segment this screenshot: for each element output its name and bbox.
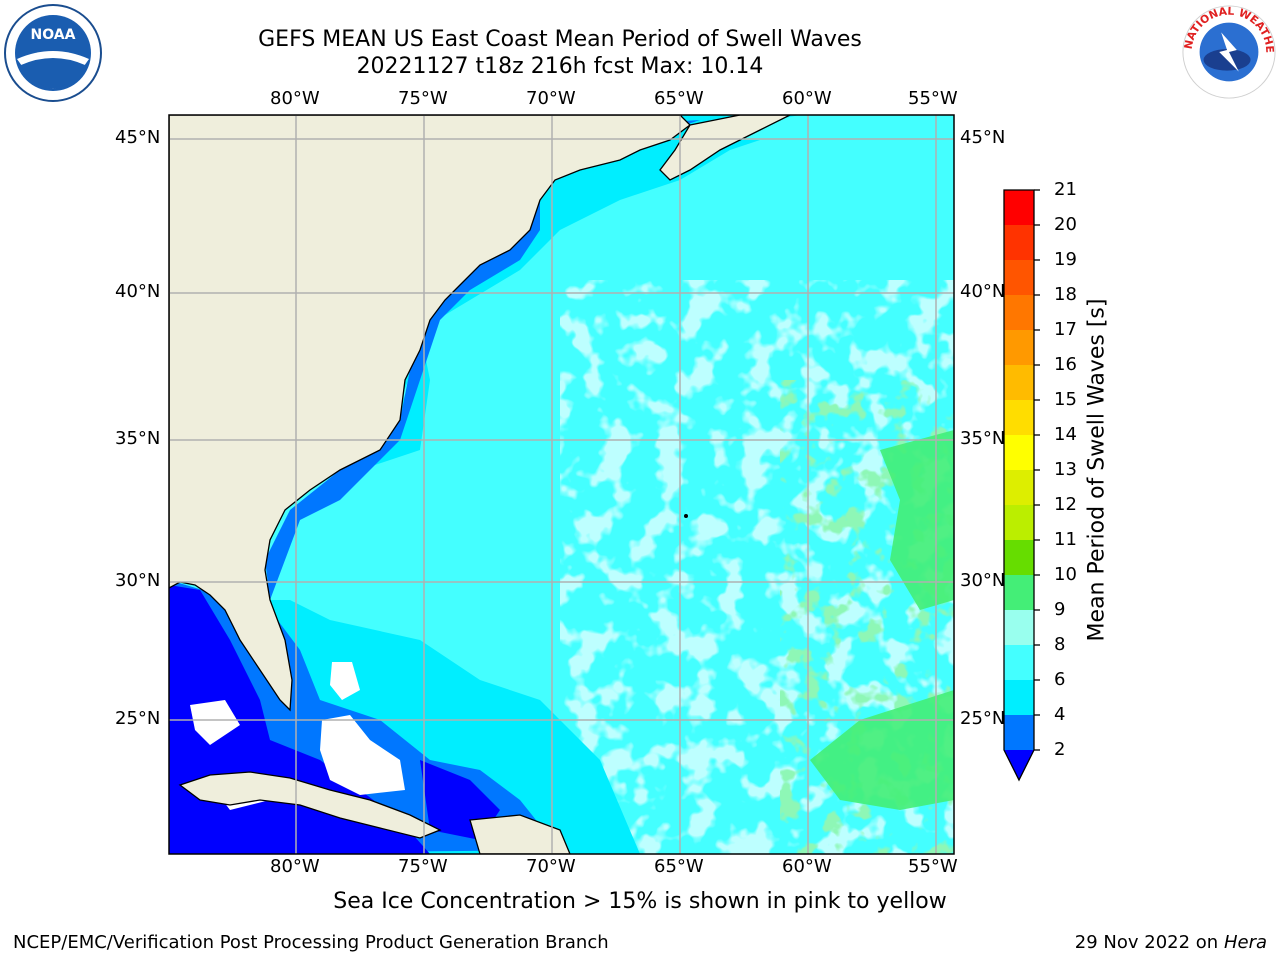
lon-label-bottom: 75°W (398, 856, 448, 877)
lat-label-left: 40°N (115, 281, 161, 302)
lat-label-left: 35°N (115, 428, 161, 449)
lat-label-right: 35°N (960, 428, 1006, 449)
sea-ice-note: Sea Ice Concentration > 15% is shown in … (333, 889, 947, 914)
lat-label-left: 45°N (115, 127, 161, 148)
colorbar-tick: 12 (1054, 494, 1077, 515)
colorbar-tick: 21 (1054, 179, 1077, 200)
colorbar-tick: 2 (1054, 739, 1066, 760)
footer-host: Hera (1223, 932, 1267, 953)
colorbar (1003, 189, 1040, 782)
lon-label-bottom: 80°W (270, 856, 320, 877)
chart-subtitle: 20221127 t18z 216h fcst Max: 10.14 (356, 54, 764, 79)
nodata-grand-bahama (330, 662, 360, 700)
graticule (169, 115, 954, 854)
lon-label-top: 60°W (782, 88, 832, 109)
footer-date: 29 Nov 2022 on Hera (1075, 932, 1267, 953)
land-cuba (178, 771, 442, 839)
svg-text:NOAA: NOAA (31, 27, 76, 43)
lat-label-left: 25°N (115, 708, 161, 729)
colorbar-tick: 11 (1054, 529, 1077, 550)
lon-label-bottom: 70°W (526, 856, 576, 877)
nodata-gulf-patch (190, 700, 240, 745)
footer-date-text: 29 Nov 2022 on (1074, 932, 1219, 953)
lat-label-right: 25°N (960, 708, 1006, 729)
colorbar-tick: 10 (1054, 564, 1077, 585)
lon-label-bottom: 55°W (908, 856, 958, 877)
lon-label-bottom: 65°W (654, 856, 704, 877)
lat-label-right: 30°N (960, 570, 1006, 591)
colorbar-tick: 9 (1054, 599, 1066, 620)
nodata-bahamas-bank (320, 715, 405, 795)
lon-label-top: 55°W (908, 88, 958, 109)
lat-label-right: 45°N (960, 127, 1006, 148)
colorbar-label: Mean Period of Swell Waves [s] (1084, 298, 1110, 642)
colorbar-tick: 20 (1054, 214, 1077, 235)
colorbar-tick: 13 (1054, 459, 1077, 480)
footer-credit: NCEP/EMC/Verification Post Processing Pr… (13, 932, 609, 953)
colorbar-tick: 14 (1054, 424, 1077, 445)
land-north-america (169, 115, 691, 712)
colorbar-tick: 6 (1054, 669, 1066, 690)
lon-label-top: 75°W (398, 88, 448, 109)
chart-title: GEFS MEAN US East Coast Mean Period of S… (258, 27, 862, 52)
lon-label-bottom: 60°W (782, 856, 832, 877)
noaa-logo: NOAA (4, 4, 102, 102)
lon-label-top: 80°W (270, 88, 320, 109)
lat-label-left: 30°N (115, 570, 161, 591)
land-nova-scotia (659, 115, 791, 181)
lon-label-top: 70°W (526, 88, 576, 109)
colorbar-tick: 16 (1054, 354, 1077, 375)
land-hispaniola (469, 814, 571, 854)
colorbar-tick: 4 (1054, 704, 1066, 725)
colorbar-tick: 8 (1054, 634, 1066, 655)
colorbar-tick: 15 (1054, 389, 1077, 410)
nws-logo: NATIONAL WEATHER SERVICE (1180, 3, 1276, 99)
colorbar-tick: 17 (1054, 319, 1077, 340)
colorbar-tick: 18 (1054, 284, 1077, 305)
map-frame (168, 114, 955, 855)
land-bermuda (684, 514, 688, 518)
lat-label-right: 40°N (960, 281, 1006, 302)
colorbar-tick: 19 (1054, 249, 1077, 270)
lon-label-top: 65°W (654, 88, 704, 109)
